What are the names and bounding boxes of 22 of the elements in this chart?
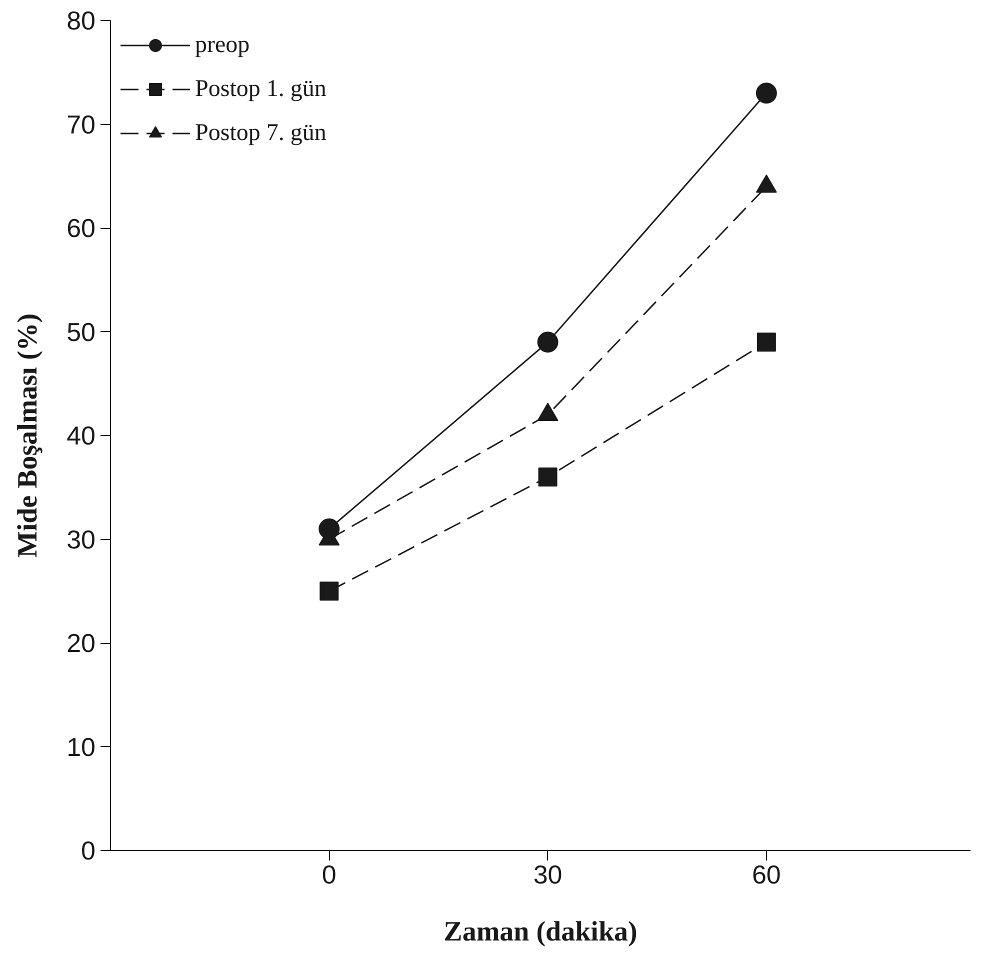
x-tick-label: 0 <box>322 860 336 890</box>
y-tick-label: 40 <box>66 420 96 450</box>
x-tick-label: 30 <box>533 860 562 890</box>
y-axis-title: Mide Boşalması (%) <box>12 313 44 558</box>
y-tick-label: 20 <box>66 628 96 658</box>
y-tick-label: 0 <box>81 836 96 866</box>
x-axis-title: Zaman (dakika) <box>444 916 638 948</box>
point <box>320 582 339 601</box>
y-tick-label: 60 <box>66 213 96 243</box>
y-tick-label: 70 <box>66 109 96 140</box>
y-tick-label: 80 <box>66 6 96 36</box>
legend-label: Postop 7. gün <box>195 120 326 146</box>
legend-label: Postop 1. gün <box>195 76 326 102</box>
x-tick-label: 60 <box>752 860 781 890</box>
legend-label: preop <box>195 32 250 58</box>
point <box>538 468 558 486</box>
point <box>756 82 777 104</box>
y-tick-label: 30 <box>66 524 96 554</box>
point <box>756 332 776 352</box>
y-tick-label: 10 <box>66 732 96 762</box>
point <box>537 332 558 353</box>
y-tick-label: 50 <box>66 316 96 347</box>
